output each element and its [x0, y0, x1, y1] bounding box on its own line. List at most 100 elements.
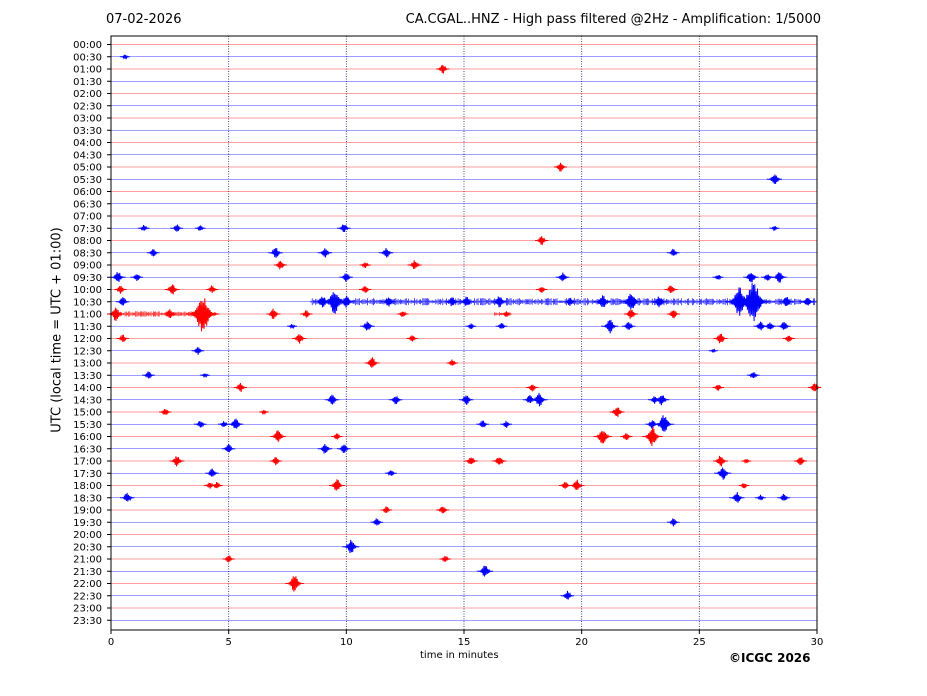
y-tick-label: 00:30	[73, 52, 102, 63]
seismic-event	[777, 493, 791, 501]
seismic-event	[620, 293, 642, 310]
seismic-event	[664, 285, 678, 294]
y-tick-label: 19:30	[73, 518, 102, 529]
y-tick-label: 14:30	[73, 395, 102, 406]
x-tick-label: 30	[811, 637, 824, 648]
seismic-event	[465, 323, 477, 329]
seismic-event	[193, 420, 207, 428]
y-tick-label: 21:00	[73, 555, 102, 566]
seismic-event	[142, 371, 155, 379]
y-tick-label: 21:30	[73, 567, 102, 578]
seismic-event	[388, 396, 403, 405]
y-tick-label: 08:30	[73, 248, 102, 259]
seismic-event	[407, 260, 422, 270]
seismic-event	[729, 492, 745, 503]
seismic-event	[651, 296, 667, 308]
seismic-event	[211, 482, 223, 489]
seismic-event	[270, 430, 286, 442]
seismic-event	[735, 283, 771, 322]
seismic-event	[194, 225, 206, 232]
seismic-event	[130, 274, 144, 282]
seismic-event	[273, 260, 287, 270]
y-tick-label: 19:00	[73, 506, 102, 517]
y-tick-label: 01:00	[73, 65, 102, 76]
y-tick-label: 13:30	[73, 371, 102, 382]
seismic-event	[227, 418, 244, 429]
seismic-event	[492, 457, 507, 465]
seismic-event	[222, 555, 235, 563]
seismic-event	[233, 382, 247, 392]
x-axis-label: time in minutes	[420, 650, 499, 661]
seismic-event	[436, 506, 450, 514]
x-tick-label: 10	[340, 637, 353, 648]
seismic-event	[458, 395, 474, 405]
seismic-event	[560, 590, 575, 600]
seismic-event	[107, 307, 125, 322]
seismic-event	[754, 494, 766, 501]
seismic-event	[285, 576, 304, 592]
y-tick-label: 23:30	[73, 616, 102, 627]
seismic-event	[324, 394, 340, 405]
y-tick-label: 20:30	[73, 542, 102, 553]
seismic-event	[119, 54, 130, 60]
seismic-event	[336, 444, 351, 454]
seismic-event	[708, 348, 718, 354]
y-tick-label: 15:00	[73, 408, 102, 419]
seismic-event	[653, 395, 670, 406]
seismic-event	[713, 333, 728, 344]
seismic-event	[624, 309, 639, 319]
y-tick-label: 08:00	[73, 236, 102, 247]
y-tick-label: 03:30	[73, 126, 102, 137]
y-tick-label: 07:30	[73, 224, 102, 235]
seismic-event	[115, 297, 130, 306]
x-tick-label: 0	[108, 637, 114, 648]
seismic-event	[782, 335, 795, 342]
seismic-event	[339, 273, 353, 282]
seismic-event	[146, 249, 160, 257]
seismic-event	[746, 372, 760, 378]
seismic-event	[666, 310, 680, 319]
seismic-event	[491, 296, 507, 308]
seismic-event	[266, 308, 281, 320]
seismic-event	[666, 248, 680, 256]
y-tick-label: 07:00	[73, 212, 102, 223]
seismic-event	[569, 479, 585, 490]
seismic-event	[712, 384, 724, 391]
date-label: 07-02-2026	[106, 12, 182, 27]
x-tick-label: 5	[225, 637, 231, 648]
seismic-event	[446, 359, 458, 366]
seismic-event	[713, 455, 728, 467]
y-tick-label: 11:30	[73, 322, 102, 333]
seismic-event	[114, 285, 127, 294]
y-tick-label: 00:00	[73, 40, 102, 51]
seismic-event	[116, 334, 129, 343]
seismic-event	[621, 322, 636, 330]
seismic-event	[381, 297, 396, 307]
seismic-event	[536, 287, 548, 293]
y-tick-label: 04:30	[73, 150, 102, 161]
y-tick-label: 18:30	[73, 493, 102, 504]
y-tick-label: 15:30	[73, 420, 102, 431]
y-tick-label: 12:30	[73, 346, 102, 357]
seismic-event	[535, 236, 549, 245]
y-tick-label: 09:00	[73, 261, 102, 272]
seismic-event	[769, 226, 780, 232]
seismic-event	[269, 457, 282, 466]
seismic-event	[738, 483, 750, 489]
y-tick-label: 01:30	[73, 77, 102, 88]
seismic-event	[329, 479, 345, 491]
seismic-event	[778, 296, 794, 306]
seismic-event	[771, 272, 787, 283]
seismic-event	[593, 431, 613, 444]
seismic-event	[741, 458, 752, 465]
seismic-event	[743, 273, 759, 283]
y-tick-label: 18:00	[73, 481, 102, 492]
seismic-event	[800, 298, 815, 306]
seismic-event	[444, 297, 460, 307]
y-tick-label: 06:30	[73, 199, 102, 210]
seismic-event	[359, 262, 371, 268]
seismic-event	[331, 433, 343, 440]
seismic-event	[762, 322, 777, 330]
seismic-event	[609, 407, 625, 417]
